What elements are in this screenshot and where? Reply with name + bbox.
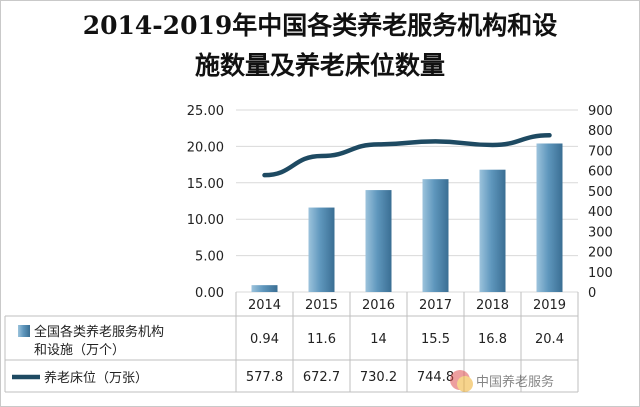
- watermark: 中国养老服务: [450, 370, 554, 392]
- left-tick-label: 0.00: [195, 286, 224, 301]
- right-tick-label: 200: [588, 246, 613, 261]
- line-value-label: 577.8: [246, 370, 283, 385]
- left-tick-label: 25.00: [187, 104, 224, 119]
- bar-value-label: 15.5: [421, 332, 450, 347]
- left-tick-label: 20.00: [187, 140, 224, 155]
- right-tick-label: 100: [588, 266, 613, 281]
- line-value-label: 730.2: [360, 370, 397, 385]
- bar-value-label: 20.4: [535, 332, 564, 347]
- right-tick-label: 300: [588, 225, 613, 240]
- left-tick-label: 10.00: [187, 213, 224, 228]
- bar: [422, 179, 449, 292]
- bar: [251, 285, 278, 292]
- right-tick-label: 900: [588, 104, 613, 119]
- bar: [308, 207, 335, 292]
- line-value-label: 744.8: [417, 370, 454, 385]
- right-tick-label: 700: [588, 144, 613, 159]
- chart-title-line-2: 施数量及养老床位数量: [194, 51, 445, 80]
- legend-bar-label-line-1: 全国各类养老服务机构: [34, 324, 164, 340]
- category-label: 2018: [476, 298, 509, 313]
- left-axis: 0.00 5.00 10.00 15.00 20.00 25.00: [187, 104, 224, 301]
- bar-value-label: 0.94: [250, 332, 279, 347]
- category-label: 2015: [305, 298, 338, 313]
- watermark-logo-icon: [457, 376, 473, 392]
- line-series: [262, 133, 552, 178]
- bar: [479, 169, 506, 292]
- right-tick-label: 800: [588, 124, 613, 139]
- bar-value-label: 14: [370, 332, 387, 347]
- right-axis: 0 100 200 300 400 500 600 700 800 900: [588, 104, 613, 301]
- category-label: 2016: [362, 298, 395, 313]
- legend-bar-label-line-2: 和设施（万个）: [34, 343, 125, 358]
- category-label: 2019: [533, 298, 566, 313]
- bar: [536, 143, 563, 292]
- category-label: 2017: [419, 298, 452, 313]
- line-value-label: 672.7: [303, 370, 340, 385]
- right-tick-label: 500: [588, 185, 613, 200]
- right-tick-label: 600: [588, 165, 613, 180]
- chart-title-line-1: 2014-2019年中国各类养老服务机构和设: [82, 11, 558, 40]
- bar: [365, 190, 392, 292]
- category-label: 2014: [248, 298, 281, 313]
- bar-series: [251, 143, 563, 292]
- left-tick-label: 15.00: [187, 177, 224, 192]
- right-tick-label: 400: [588, 205, 613, 220]
- data-table: 2014 2015 2016 2017 2018 2019 0.94 11.6 14 15.5 16…: [4, 292, 579, 393]
- bar-value-label: 11.6: [307, 332, 336, 347]
- bar-value-label: 16.8: [478, 332, 507, 347]
- watermark-text: 中国养老服务: [476, 374, 554, 390]
- chart-title: 2014-2019年中国各类养老服务机构和设 施数量及养老床位数量: [0, 6, 640, 86]
- left-tick-label: 5.00: [195, 250, 224, 265]
- right-tick-label: 0: [588, 286, 596, 301]
- line-series-path: [262, 133, 552, 178]
- legend-bar-key: [18, 325, 30, 337]
- legend-line-label: 养老床位（万张）: [44, 370, 148, 386]
